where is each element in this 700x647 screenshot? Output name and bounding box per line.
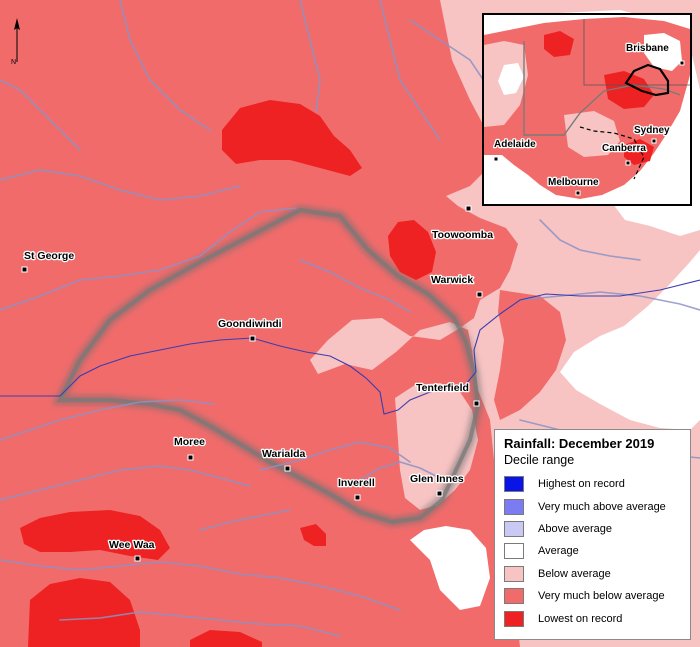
inset-city-marker-melbourne <box>575 190 581 196</box>
legend-item-very-much-below: Very much below average <box>504 585 682 607</box>
legend-label: Above average <box>538 522 612 535</box>
drought-boundary-inner <box>56 207 481 525</box>
state-borders <box>0 279 700 415</box>
town-label: St George <box>24 250 74 262</box>
legend-item-very-much-above: Very much above average <box>504 495 682 517</box>
north-label: N <box>11 59 16 66</box>
town-marker <box>249 335 256 342</box>
inset-city-label: Adelaide <box>494 139 536 150</box>
town-warialda[interactable]: Warialda <box>261 447 307 472</box>
legend-item-below: Below average <box>504 563 682 585</box>
inset-ocean-east <box>634 135 690 204</box>
inset-city-marker-brisbane <box>679 60 685 66</box>
legend-item-lowest: Lowest on record <box>504 607 682 629</box>
town-marker <box>354 494 361 501</box>
legend-subtitle: Decile range <box>504 453 575 467</box>
legend-label: Very much below average <box>538 590 665 603</box>
town-moree[interactable]: Moree <box>173 435 206 461</box>
inset-land-below-2 <box>564 111 620 157</box>
inset-lowest-2 <box>544 31 574 57</box>
inset-city-label: Brisbane <box>626 43 669 54</box>
legend-swatch <box>504 520 524 537</box>
inset-city-label: Canberra <box>602 143 646 154</box>
average-region-east <box>560 250 700 430</box>
legend-item-average: Average <box>504 540 682 562</box>
town-label: Warialda <box>262 448 306 460</box>
legend-label: Below average <box>538 567 611 580</box>
legend-swatch <box>504 565 524 582</box>
town-label: Glen Innes <box>410 473 464 485</box>
lowest-record-patch-north <box>222 100 362 176</box>
legend-swatch <box>504 610 524 627</box>
inset-lowest-1 <box>604 71 654 109</box>
town-label: Tenterfield <box>416 382 469 394</box>
legend-label: Average <box>538 545 579 558</box>
lowest-record-patch-small <box>300 524 326 546</box>
legend-swatch <box>504 543 524 560</box>
towns: St George Goondiwindi Toowoomba Warwick … <box>21 205 495 562</box>
town-wee-waa[interactable]: Wee Waa <box>108 538 156 562</box>
inset-map-canvas: Brisbane Sydney Canberra Adelaide Melbou… <box>484 15 690 204</box>
inset-city-marker-adelaide <box>493 156 499 162</box>
town-label: Inverell <box>338 477 375 489</box>
legend-swatch <box>504 498 524 515</box>
lowest-record-patch-southwest <box>28 578 140 647</box>
town-label: Toowoomba <box>432 229 493 241</box>
inset-study-region <box>624 63 670 97</box>
town-marker <box>187 454 194 461</box>
town-label: Goondiwindi <box>218 318 282 330</box>
inset-land-average <box>498 63 524 95</box>
legend-label: Highest on record <box>538 478 625 491</box>
town-st-george[interactable]: St George <box>21 249 76 273</box>
legend-label: Lowest on record <box>538 612 623 625</box>
inset-land-average-2 <box>644 33 682 71</box>
inset-city-label: Melbourne <box>548 177 599 188</box>
inset-lowest-3 <box>624 139 654 165</box>
legend-label: Very much above average <box>538 500 666 513</box>
town-goondiwindi[interactable]: Goondiwindi <box>217 317 283 342</box>
town-glen-innes[interactable]: Glen Innes <box>409 472 465 497</box>
town-marker <box>465 205 472 212</box>
inset-city-marker-canberra <box>625 160 631 166</box>
legend-item-highest: Highest on record <box>504 473 682 495</box>
town-toowoomba[interactable]: Toowoomba <box>431 205 495 242</box>
north-arrow: N <box>11 18 20 66</box>
town-warwick[interactable]: Warwick <box>430 273 483 298</box>
legend-title: Rainfall: December 2019 <box>504 436 655 451</box>
inset-dashed-border <box>579 126 645 180</box>
town-marker <box>134 555 141 562</box>
legend-swatch <box>504 476 524 493</box>
town-marker <box>21 266 28 273</box>
legend-item-above: Above average <box>504 518 682 540</box>
town-marker <box>284 465 291 472</box>
inset-boundary-grey <box>523 41 681 136</box>
town-label: Wee Waa <box>109 539 155 551</box>
lowest-record-patch-weewaa <box>20 510 170 560</box>
average-region-southeast <box>410 526 490 610</box>
legend-swatch <box>504 588 524 605</box>
town-label: Moree <box>174 436 205 448</box>
inset-city-marker-sydney <box>651 138 657 144</box>
town-tenterfield[interactable]: Tenterfield <box>415 381 480 407</box>
town-marker <box>436 490 443 497</box>
vmba-east-strip <box>494 290 566 420</box>
inset-ocean-south <box>484 165 554 204</box>
town-inverell[interactable]: Inverell <box>337 476 376 501</box>
inset-city-label: Sydney <box>634 125 670 136</box>
town-marker <box>476 291 483 298</box>
town-label: Warwick <box>431 274 473 286</box>
legend: Rainfall: December 2019 Decile range Hig… <box>494 429 691 640</box>
lowest-record-patch-south <box>190 630 262 647</box>
inset-border <box>583 19 690 86</box>
town-marker <box>473 400 480 407</box>
lowest-record-patch-toowoomba <box>388 220 436 280</box>
inset-map: Brisbane Sydney Canberra Adelaide Melbou… <box>482 13 692 206</box>
